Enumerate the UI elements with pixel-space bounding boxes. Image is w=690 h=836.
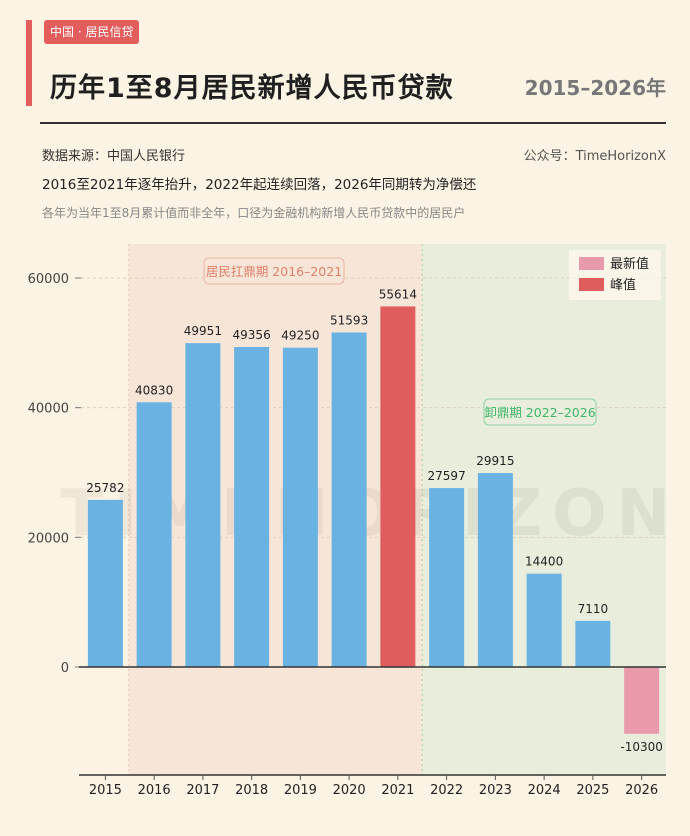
category-tag: 中国 · 居民信贷 xyxy=(44,20,140,44)
data-label: 27597 xyxy=(428,469,466,483)
x-tick-label: 2023 xyxy=(479,783,512,798)
x-tick-label: 2015 xyxy=(89,783,122,798)
x-tick-label: 2019 xyxy=(284,783,317,798)
bar-2024 xyxy=(526,573,562,667)
x-tick-label: 2020 xyxy=(333,783,366,798)
bar-2026 xyxy=(624,667,660,734)
x-tick-label: 2017 xyxy=(186,783,219,798)
data-label: 49356 xyxy=(233,328,271,342)
data-label: 25782 xyxy=(86,481,124,495)
data-label: 14400 xyxy=(525,555,563,569)
phase-label-box xyxy=(483,398,597,426)
legend-label-peak: 峰值 xyxy=(610,277,636,293)
y-tick-label: 40000 xyxy=(28,402,69,417)
x-tick-label: 2022 xyxy=(430,783,463,798)
phase-band xyxy=(128,244,423,775)
bar-2022 xyxy=(429,488,465,667)
bar-2017 xyxy=(185,343,221,667)
legend-label-latest: 最新值 xyxy=(610,256,649,272)
y-tick-label: 20000 xyxy=(28,531,69,546)
data-label: -10300 xyxy=(620,740,663,754)
data-label: 51593 xyxy=(330,314,368,328)
phase-label: 居民扛鼎期 2016–2021 xyxy=(206,264,342,279)
x-tick-label: 2018 xyxy=(235,783,268,798)
chart-title: 历年1至8月居民新增人民币贷款 xyxy=(50,73,454,104)
year-range: 2015–2026年 xyxy=(524,76,666,100)
x-tick-label: 2026 xyxy=(625,783,658,798)
legend-swatch-latest xyxy=(579,257,604,270)
data-label: 29915 xyxy=(476,454,514,468)
title-divider xyxy=(40,122,666,124)
footnote-text: 各年为当年1至8月累计值而非全年，口径为金融机构新增人民币贷款中的居民户 xyxy=(42,206,466,220)
y-tick-label: 60000 xyxy=(28,272,69,287)
bar-2015 xyxy=(87,499,123,667)
x-tick-label: 2021 xyxy=(381,783,414,798)
x-tick-label: 2016 xyxy=(138,783,171,798)
bar-2019 xyxy=(282,347,318,667)
summary-text: 2016至2021年逐年抬升，2022年起连续回落，2026年同期转为净偿还 xyxy=(42,177,477,193)
data-label: 7110 xyxy=(578,602,609,616)
data-label: 40830 xyxy=(135,383,173,397)
data-label: 49250 xyxy=(281,329,319,343)
x-tick-label: 2025 xyxy=(576,783,609,798)
phase-label-box xyxy=(203,257,345,285)
y-tick-label: 0 xyxy=(61,661,69,676)
accent-bar xyxy=(26,20,32,106)
bar-2020 xyxy=(331,332,367,667)
phase-label: 卸鼎期 2022–2026 xyxy=(484,405,595,420)
bar-2016 xyxy=(136,402,172,667)
bar-2018 xyxy=(234,347,270,667)
data-label: 55614 xyxy=(379,287,417,301)
account-label: 公众号：TimeHorizonX xyxy=(523,149,666,164)
x-tick-label: 2024 xyxy=(528,783,561,798)
bar-2025 xyxy=(575,620,611,667)
data-source: 数据来源：中国人民银行 xyxy=(42,149,186,164)
bar-2021 xyxy=(380,306,416,667)
legend-swatch-peak xyxy=(579,278,604,291)
bar-2023 xyxy=(477,473,513,667)
data-label: 49951 xyxy=(184,324,222,338)
